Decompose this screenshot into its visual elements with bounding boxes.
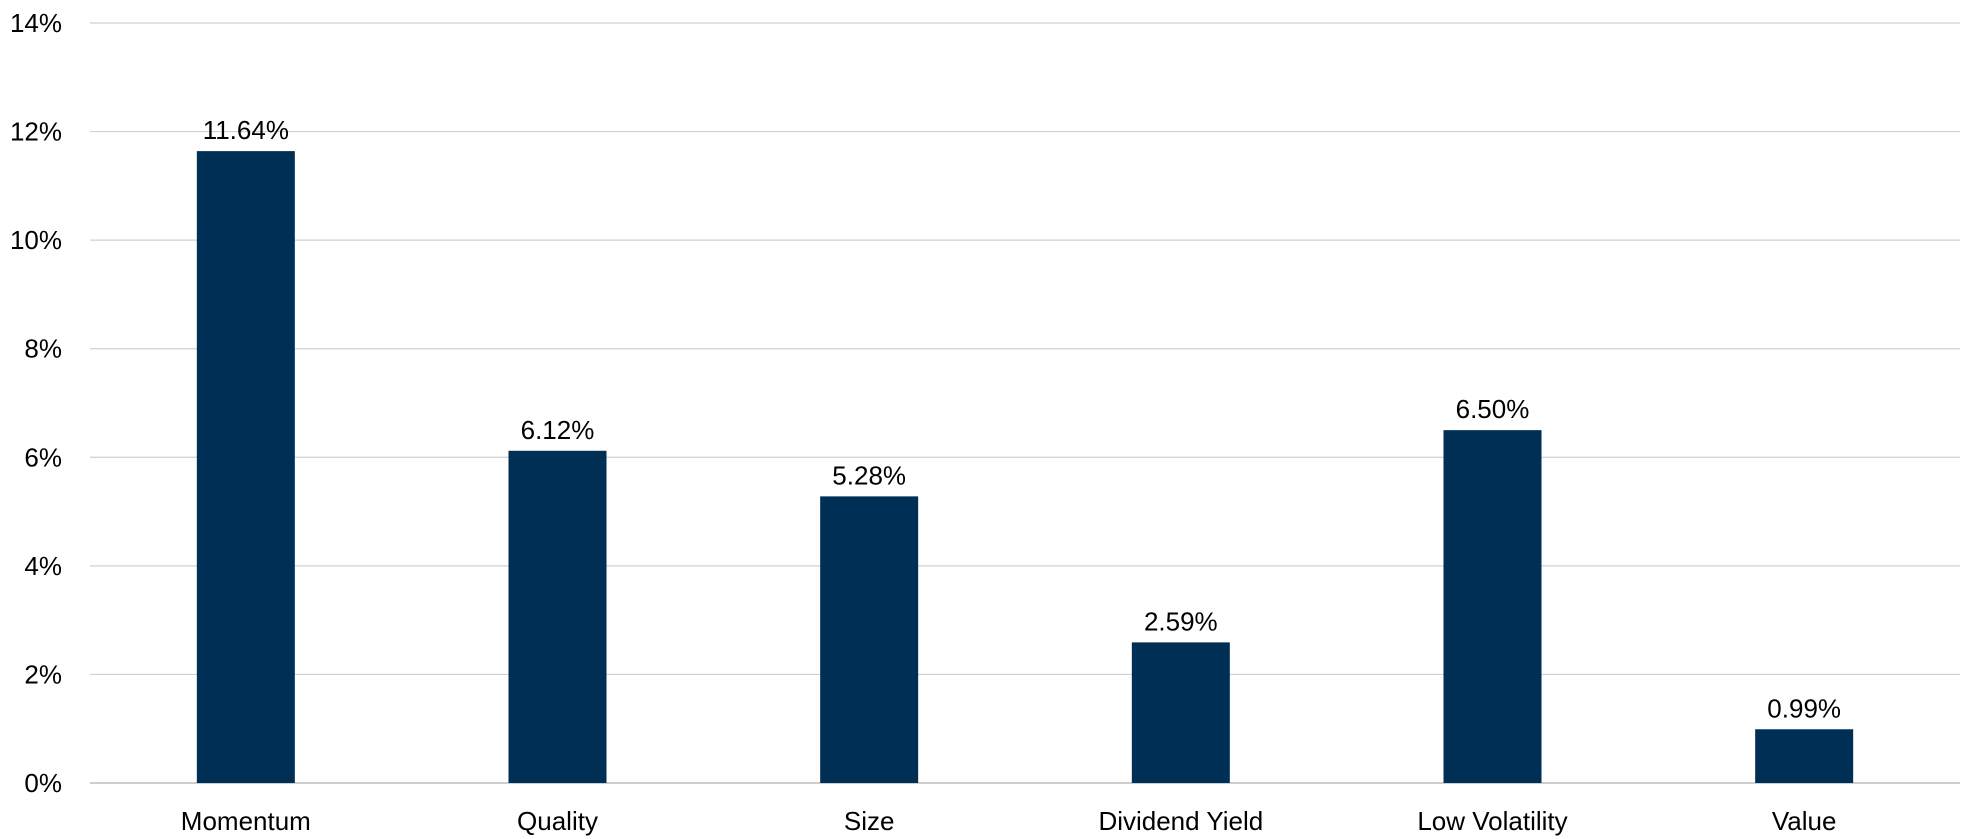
y-tick-label: 8% [24,334,62,364]
y-tick-label: 0% [24,768,62,798]
y-tick-label: 2% [24,659,62,689]
bar [509,451,607,783]
bar [197,151,295,783]
y-tick-label: 10% [10,225,62,255]
y-tick-label: 12% [10,117,62,147]
data-label: 2.59% [1144,606,1218,636]
y-tick-label: 14% [10,8,62,38]
data-label: 11.64% [203,115,289,145]
bar [820,496,918,783]
data-label: 6.50% [1456,394,1530,424]
category-label: Dividend Yield [1098,806,1263,836]
y-axis-tick-labels: 0% 2% 4% 6% 8% 10% 12% 14% [10,8,62,798]
category-label: Momentum [181,806,311,836]
bars [197,151,1853,783]
category-label: Quality [517,806,598,836]
data-label: 5.28% [832,460,906,490]
bar [1132,642,1230,783]
y-tick-label: 6% [24,442,62,472]
data-label: 0.99% [1767,693,1841,723]
data-label: 6.12% [521,415,595,445]
category-label: Low Volatility [1417,806,1567,836]
category-label: Value [1772,806,1837,836]
data-labels: 11.64% 6.12% 5.28% 2.59% 6.50% 0.99% [203,115,1841,723]
gridlines [90,23,1960,783]
y-tick-label: 4% [24,551,62,581]
category-label: Size [844,806,895,836]
bar [1444,430,1542,783]
x-axis-category-labels: Momentum Quality Size Dividend Yield Low Vol… [181,806,1837,836]
bar [1755,729,1853,783]
